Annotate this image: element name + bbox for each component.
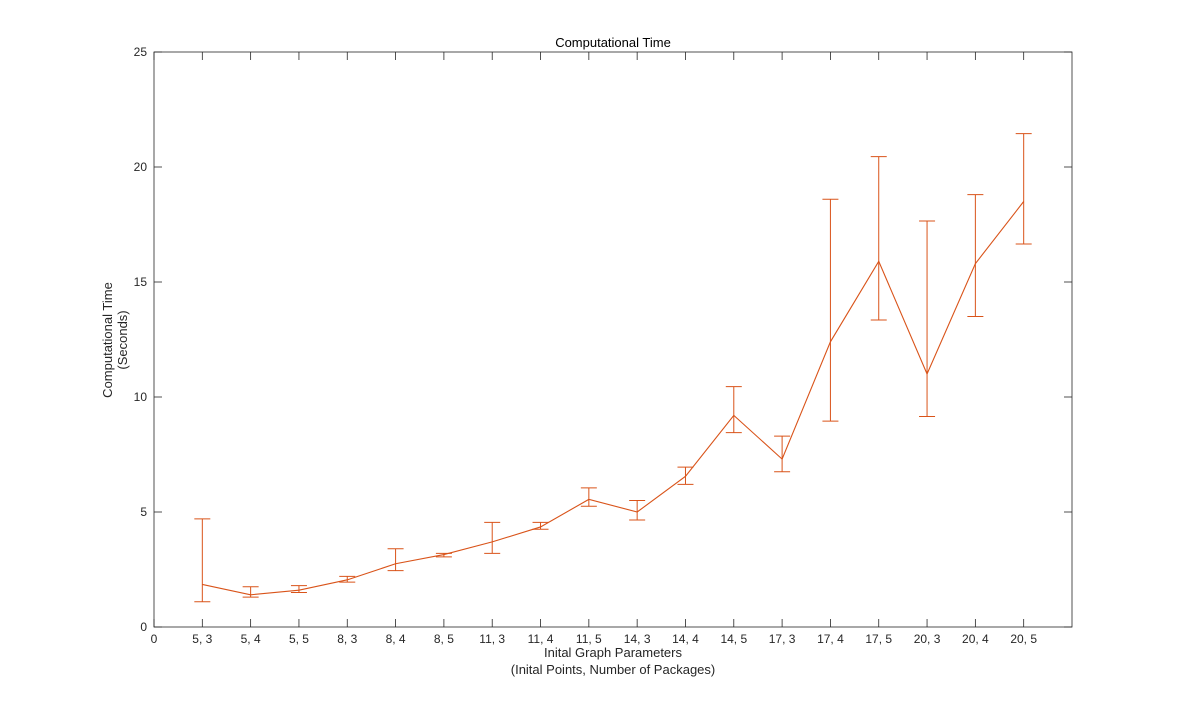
y-tick-label: 15	[134, 275, 148, 289]
x-tick-label: 20, 5	[1010, 632, 1037, 646]
y-axis-label-line-1: Computational Time	[100, 282, 115, 398]
y-tick-label: 0	[140, 620, 147, 634]
chart-title: Computational Time	[555, 35, 671, 50]
y-tick-label: 20	[134, 160, 148, 174]
error-bar	[822, 198, 839, 422]
error-bar	[435, 552, 452, 558]
x-tick-label: 5, 4	[241, 632, 261, 646]
x-tick-label: 0	[151, 632, 158, 646]
series-computational-time	[194, 133, 1032, 603]
y-axis: 0 5 10 15 20 25	[134, 45, 1072, 634]
error-bar	[725, 386, 742, 434]
x-tick-label: 8, 4	[386, 632, 406, 646]
error-bar	[967, 194, 984, 317]
x-axis-label-line-1: Inital Graph Parameters	[544, 645, 683, 660]
x-tick-label: 8, 5	[434, 632, 454, 646]
x-tick-label: 14, 3	[624, 632, 651, 646]
y-tick-label: 25	[134, 45, 148, 59]
x-axis-label-line-2: (Inital Points, Number of Packages)	[511, 662, 715, 677]
x-tick-label: 17, 3	[769, 632, 796, 646]
error-bar	[870, 156, 887, 321]
error-bar	[677, 466, 694, 485]
x-axis: 0 5, 3 5, 4 5, 5 8, 3 8, 4 8, 5 11, 3 11, 4 11, 5…	[151, 52, 1037, 646]
error-bar	[339, 575, 356, 583]
x-tick-label: 17, 5	[865, 632, 892, 646]
y-tick-label: 10	[134, 390, 148, 404]
x-tick-label: 5, 5	[289, 632, 309, 646]
plot-area-frame	[153, 51, 1073, 628]
x-tick-label: 14, 4	[672, 632, 699, 646]
x-tick-label: 11, 4	[528, 632, 554, 646]
error-bar	[290, 585, 307, 593]
error-bar	[1015, 133, 1032, 245]
error-bar	[919, 220, 936, 418]
x-tick-label: 17, 4	[817, 632, 844, 646]
error-bar	[532, 521, 549, 530]
x-tick-label: 11, 3	[479, 632, 505, 646]
y-tick-label: 5	[140, 505, 147, 519]
error-bar	[774, 435, 791, 473]
x-tick-label: 8, 3	[337, 632, 357, 646]
x-tick-label: 5, 3	[192, 632, 212, 646]
x-tick-label: 20, 3	[914, 632, 941, 646]
x-tick-label: 11, 5	[576, 632, 602, 646]
error-bar	[194, 518, 211, 603]
y-axis-label-line-2: (Seconds)	[115, 310, 130, 369]
x-tick-label: 20, 4	[962, 632, 989, 646]
series-line	[202, 201, 1025, 596]
error-bar	[484, 521, 501, 554]
error-bar	[387, 548, 404, 572]
error-bar	[580, 487, 597, 507]
error-bar	[242, 586, 259, 598]
error-bar	[629, 500, 646, 521]
x-tick-label: 14, 5	[720, 632, 747, 646]
